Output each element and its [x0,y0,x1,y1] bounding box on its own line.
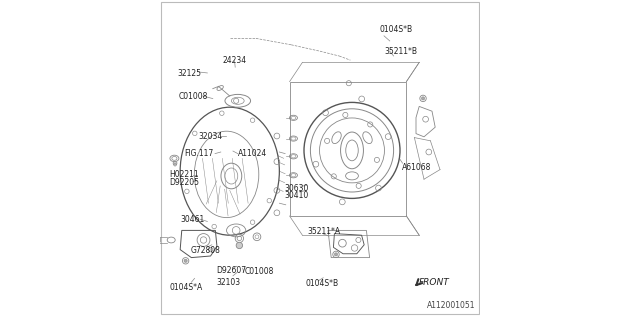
Text: H02211: H02211 [170,170,199,179]
Text: 0104S*B: 0104S*B [306,279,339,288]
Text: A11024: A11024 [239,149,268,158]
Text: 30410: 30410 [285,191,309,200]
Text: 0104S*B: 0104S*B [380,25,412,34]
Circle shape [184,259,187,262]
Text: 35211*A: 35211*A [308,227,341,236]
Text: A112001051: A112001051 [427,301,475,310]
Text: G72808: G72808 [191,246,220,255]
Text: C01008: C01008 [179,92,208,100]
Text: A61068: A61068 [402,163,431,172]
Text: 30461: 30461 [181,215,205,224]
Circle shape [421,97,425,100]
Text: 35211*B: 35211*B [384,47,417,56]
Text: 32125: 32125 [178,69,202,78]
Text: FIG.117: FIG.117 [184,149,213,158]
Text: C01008: C01008 [245,268,274,276]
Text: D92205: D92205 [170,178,200,187]
Text: 32103: 32103 [216,278,240,287]
Text: 24234: 24234 [223,56,246,65]
Circle shape [236,242,243,249]
Text: 0104S*A: 0104S*A [170,284,203,292]
Text: D92607: D92607 [216,266,246,275]
Text: 30630: 30630 [285,184,309,193]
Text: 32034: 32034 [198,132,223,140]
Circle shape [173,161,177,165]
Circle shape [334,253,338,256]
Text: FRONT: FRONT [419,278,450,287]
